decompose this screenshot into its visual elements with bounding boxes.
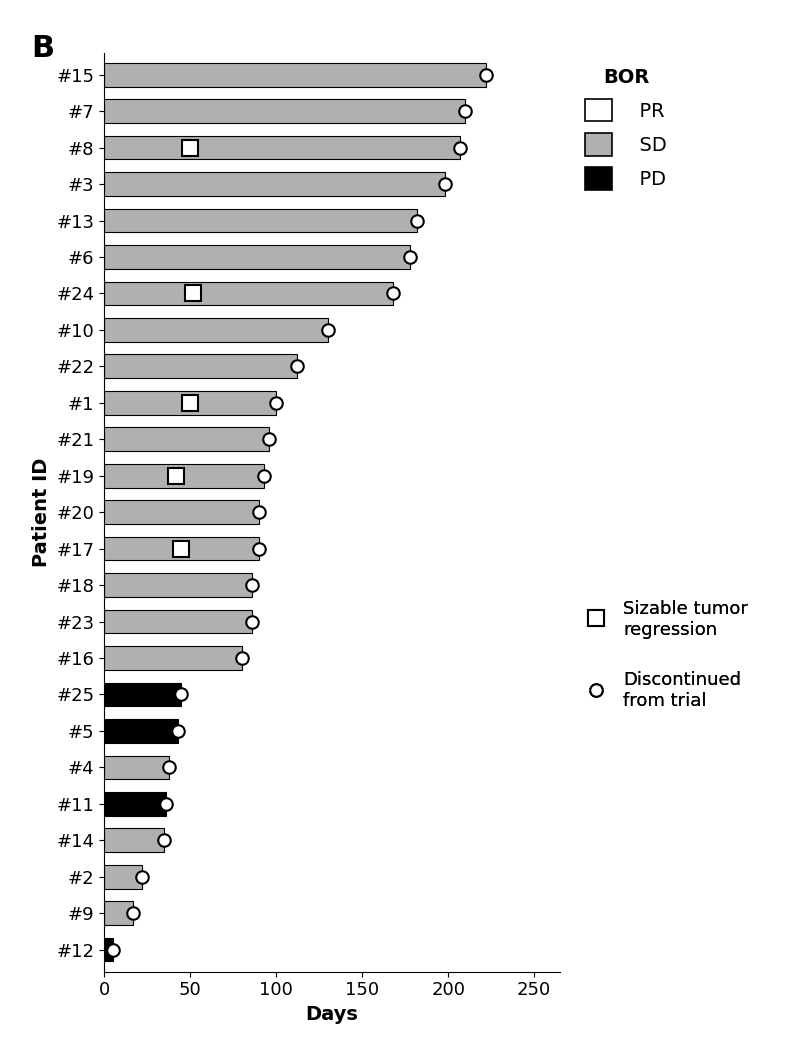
Legend: Sizable tumor
regression, Discontinued
from trial: Sizable tumor regression, Discontinued f…: [578, 595, 754, 716]
Bar: [104, 646, 242, 670]
Bar: [104, 391, 276, 415]
Bar: [104, 209, 417, 232]
Bar: [104, 62, 486, 87]
Bar: [104, 865, 142, 888]
Bar: [104, 172, 445, 196]
Bar: [104, 245, 410, 269]
Bar: [104, 938, 113, 962]
Bar: [104, 282, 393, 305]
Bar: [104, 755, 170, 779]
Y-axis label: Patient ID: Patient ID: [31, 457, 50, 567]
Bar: [104, 719, 178, 742]
X-axis label: Days: Days: [306, 1005, 358, 1024]
Bar: [104, 318, 328, 342]
Bar: [104, 792, 166, 815]
Text: B: B: [31, 35, 54, 63]
Bar: [104, 828, 164, 852]
Bar: [104, 536, 259, 561]
Bar: [104, 902, 134, 925]
Bar: [104, 136, 460, 159]
Bar: [104, 428, 269, 451]
Bar: [104, 464, 264, 488]
Bar: [104, 609, 252, 634]
Bar: [104, 501, 259, 524]
Bar: [104, 99, 466, 122]
Bar: [104, 355, 297, 378]
Bar: [104, 573, 252, 597]
Bar: [104, 682, 182, 706]
